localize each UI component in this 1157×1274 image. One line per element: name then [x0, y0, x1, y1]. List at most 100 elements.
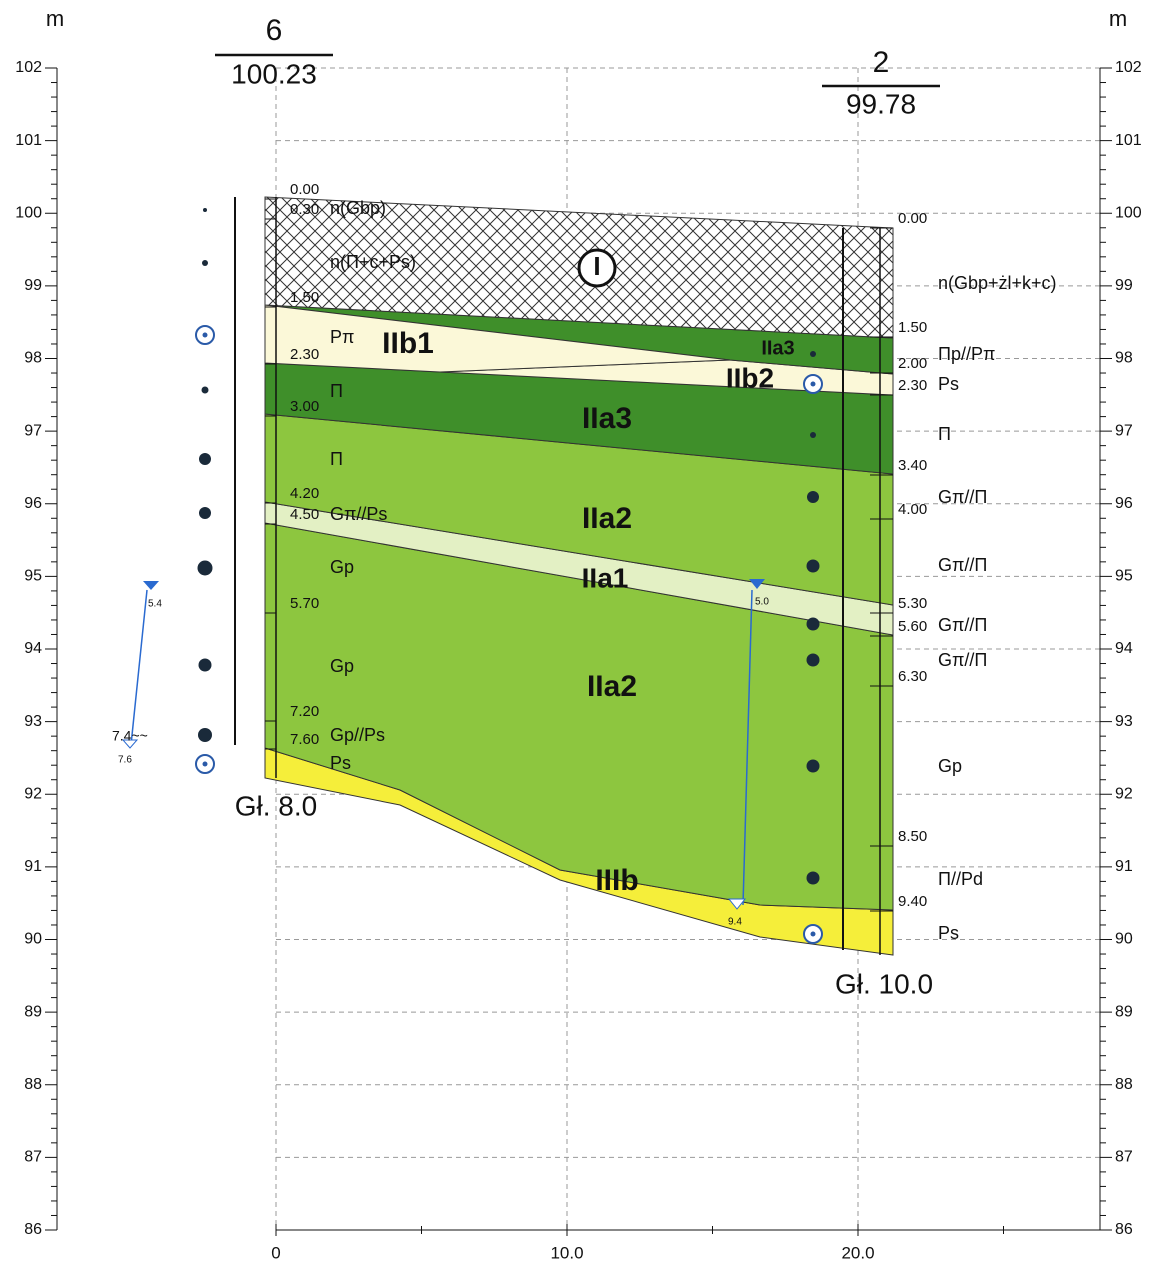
- soil-label: Gπ//Π: [938, 650, 987, 670]
- depth-label: 5.70: [290, 595, 319, 612]
- soil-symbol: [811, 382, 816, 387]
- water-line: [131, 590, 147, 745]
- depth-label: 8.50: [898, 828, 927, 845]
- soil-label: Πp//Pπ: [938, 344, 995, 364]
- y-tick-label: 97: [24, 422, 42, 439]
- y-tick-label: 98: [24, 350, 42, 367]
- depth-label: 0.30: [290, 201, 319, 218]
- soil-symbol: [807, 760, 820, 773]
- unit-label: I: [593, 251, 600, 281]
- depth-label: 6.30: [898, 668, 927, 685]
- water-label: 5.0: [755, 597, 769, 608]
- ground-elevation: 99.78: [846, 88, 916, 119]
- soil-symbol: [807, 654, 820, 667]
- y-tick-label: 89: [24, 1003, 42, 1020]
- y-tick-label: 91: [1115, 858, 1133, 875]
- y-tick-label: 100: [1115, 204, 1142, 221]
- y-tick-label: 89: [1115, 1003, 1133, 1020]
- soil-label: n(Gbp+żl+k+c): [938, 273, 1057, 293]
- y-tick-label: 94: [1115, 640, 1133, 657]
- depth-label: 9.40: [898, 893, 927, 910]
- soil-label: Π: [330, 381, 343, 401]
- soil-symbol: [199, 507, 211, 519]
- soil-symbol: [199, 453, 211, 465]
- water-label: 7.4~~: [112, 728, 148, 744]
- soil-label: Ps: [330, 753, 351, 773]
- unit-label: IIIb: [595, 864, 638, 897]
- soil-label: Π: [938, 424, 951, 444]
- soil-label: Ps: [938, 923, 959, 943]
- water-marker: [143, 581, 159, 590]
- unit-label: IIa3: [761, 337, 794, 359]
- soil-label: Gπ//Π: [938, 615, 987, 635]
- y-tick-label: 86: [24, 1221, 42, 1238]
- y-tick-label: 87: [24, 1149, 42, 1166]
- depth-label: 5.30: [898, 595, 927, 612]
- soil-symbol: [807, 560, 820, 573]
- soil-label: Gp: [330, 557, 354, 577]
- axis-unit: m: [1109, 6, 1127, 31]
- depth-label: 3.00: [290, 398, 319, 415]
- y-tick-label: 98: [1115, 350, 1133, 367]
- soil-symbol: [199, 659, 212, 672]
- y-tick-label: 91: [24, 858, 42, 875]
- ground-elevation: 100.23: [231, 58, 317, 89]
- y-tick-label: 93: [24, 713, 42, 730]
- y-tick-label: 96: [1115, 495, 1133, 512]
- soil-label: Ps: [938, 374, 959, 394]
- soil-symbol: [811, 932, 816, 937]
- unit-label: IIb1: [382, 327, 434, 360]
- depth-label: 3.40: [898, 457, 927, 474]
- depth-label: 1.50: [898, 319, 927, 336]
- soil-label: n(Gbp): [330, 198, 386, 218]
- y-tick-label: 102: [1115, 59, 1142, 76]
- depth-label: 7.60: [290, 731, 319, 748]
- y-tick-label: 100: [15, 204, 42, 221]
- cross-section: mm10210210110110010099999898979796969595…: [0, 0, 1157, 1269]
- x-tick-label: 0: [271, 1243, 280, 1262]
- soil-symbol: [810, 432, 816, 438]
- soil-symbol: [807, 872, 820, 885]
- y-tick-label: 96: [24, 495, 42, 512]
- x-tick-label: 20.0: [841, 1243, 874, 1262]
- borehole-number: 6: [266, 14, 283, 47]
- y-tick-label: 90: [24, 931, 42, 948]
- soil-label: Gπ//Π: [938, 555, 987, 575]
- soil-symbol: [202, 260, 208, 266]
- y-tick-label: 88: [24, 1076, 42, 1093]
- depth-label: 0.00: [290, 181, 319, 198]
- soil-symbol: [203, 208, 207, 212]
- depth-label: 2.30: [290, 346, 319, 363]
- y-tick-label: 99: [24, 277, 42, 294]
- x-tick-label: 10.0: [550, 1243, 583, 1262]
- soil-symbol: [810, 351, 816, 357]
- unit-label: IIa1: [582, 562, 629, 593]
- soil-symbol: [203, 762, 208, 767]
- water-label: 9.4: [728, 917, 742, 928]
- water-label: 5.4: [148, 599, 162, 610]
- y-tick-label: 90: [1115, 931, 1133, 948]
- soil-label: Gπ//Π: [938, 487, 987, 507]
- depth-label: 2.30: [898, 377, 927, 394]
- y-tick-label: 94: [24, 640, 42, 657]
- soil-symbol: [807, 618, 820, 631]
- y-tick-label: 86: [1115, 1221, 1133, 1238]
- y-tick-label: 87: [1115, 1149, 1133, 1166]
- y-tick-label: 92: [1115, 785, 1133, 802]
- y-tick-label: 99: [1115, 277, 1133, 294]
- y-tick-label: 97: [1115, 422, 1133, 439]
- depth-label: 1.50: [290, 289, 319, 306]
- depth-label: 2.00: [898, 355, 927, 372]
- axis-unit: m: [46, 6, 64, 31]
- borehole-depth: Gł. 8.0: [235, 790, 317, 821]
- soil-symbol: [807, 491, 819, 503]
- depth-label: 4.50: [290, 506, 319, 523]
- depth-label: 0.00: [898, 210, 927, 227]
- y-tick-label: 95: [1115, 568, 1133, 585]
- y-tick-label: 101: [15, 132, 42, 149]
- depth-label: 7.20: [290, 703, 319, 720]
- soil-symbol: [202, 387, 209, 394]
- unit-label: IIa2: [582, 502, 632, 535]
- unit-label: IIa2: [587, 670, 637, 703]
- y-tick-label: 101: [1115, 132, 1142, 149]
